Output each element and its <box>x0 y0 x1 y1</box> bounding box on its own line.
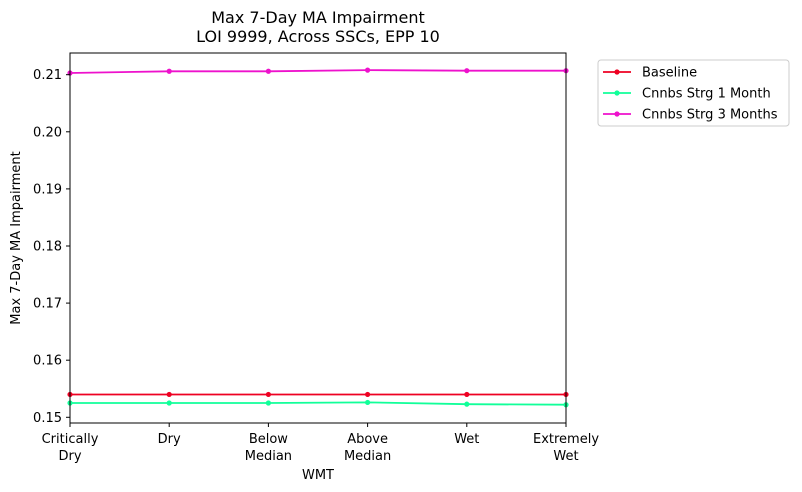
data-point <box>464 68 470 74</box>
x-tick-label: Dry <box>158 432 181 447</box>
x-tick-label: Below Median <box>245 432 292 464</box>
x-tick-label: Extremely Wet <box>533 432 599 464</box>
series-line <box>69 69 566 74</box>
data-point <box>166 391 172 398</box>
data-point <box>365 399 371 406</box>
y-axis: 0.15 0.16 0.17 0.18 0.19 0.20 0.21 <box>33 68 70 426</box>
data-point <box>265 391 271 398</box>
y-axis-label: Max 7-Day MA Impairment <box>9 151 24 324</box>
series-line <box>70 401 567 406</box>
y-tick-label: 0.18 <box>33 239 62 254</box>
data-point <box>365 67 371 73</box>
x-axis: Critically Dry Dry Below Median Above Median We… <box>42 423 599 464</box>
series-layer <box>67 67 569 408</box>
data-point <box>265 400 271 406</box>
x-tick-label: Wet <box>454 432 479 447</box>
plot-area-frame <box>69 52 567 424</box>
x-tick-label: Above Median <box>344 432 391 464</box>
legend: Baseline Cnnbs Strg 1 Month Cnnbs Strg 3 M… <box>597 59 790 127</box>
y-tick-label: 0.15 <box>33 411 62 426</box>
y-tick-label: 0.20 <box>33 125 62 140</box>
data-point <box>365 391 371 398</box>
y-tick-label: 0.17 <box>33 297 62 312</box>
legend-label: Baseline <box>642 66 697 81</box>
y-tick-label: 0.16 <box>33 354 62 369</box>
chart-title-line: Max 7-Day MA Impairment <box>211 8 424 27</box>
legend-label: Cnnbs Strg 1 Month <box>642 87 771 102</box>
x-axis-label: WMT <box>302 468 334 483</box>
y-tick-label: 0.21 <box>33 68 62 83</box>
legend-swatch-marker <box>614 69 620 75</box>
legend-swatch-marker <box>614 90 620 96</box>
x-tick-label: Critically Dry <box>42 432 99 464</box>
chart-title-line: LOI 9999, Across SSCs, EPP 10 <box>196 27 440 46</box>
data-point <box>166 68 172 74</box>
legend-label: Cnnbs Strg 3 Months <box>642 108 778 123</box>
data-point <box>464 391 470 398</box>
legend-frame <box>597 59 790 127</box>
data-point <box>265 68 271 74</box>
data-point <box>464 401 470 407</box>
legend-swatch-marker <box>614 111 620 117</box>
y-tick-label: 0.19 <box>33 182 62 197</box>
data-point <box>166 400 172 406</box>
